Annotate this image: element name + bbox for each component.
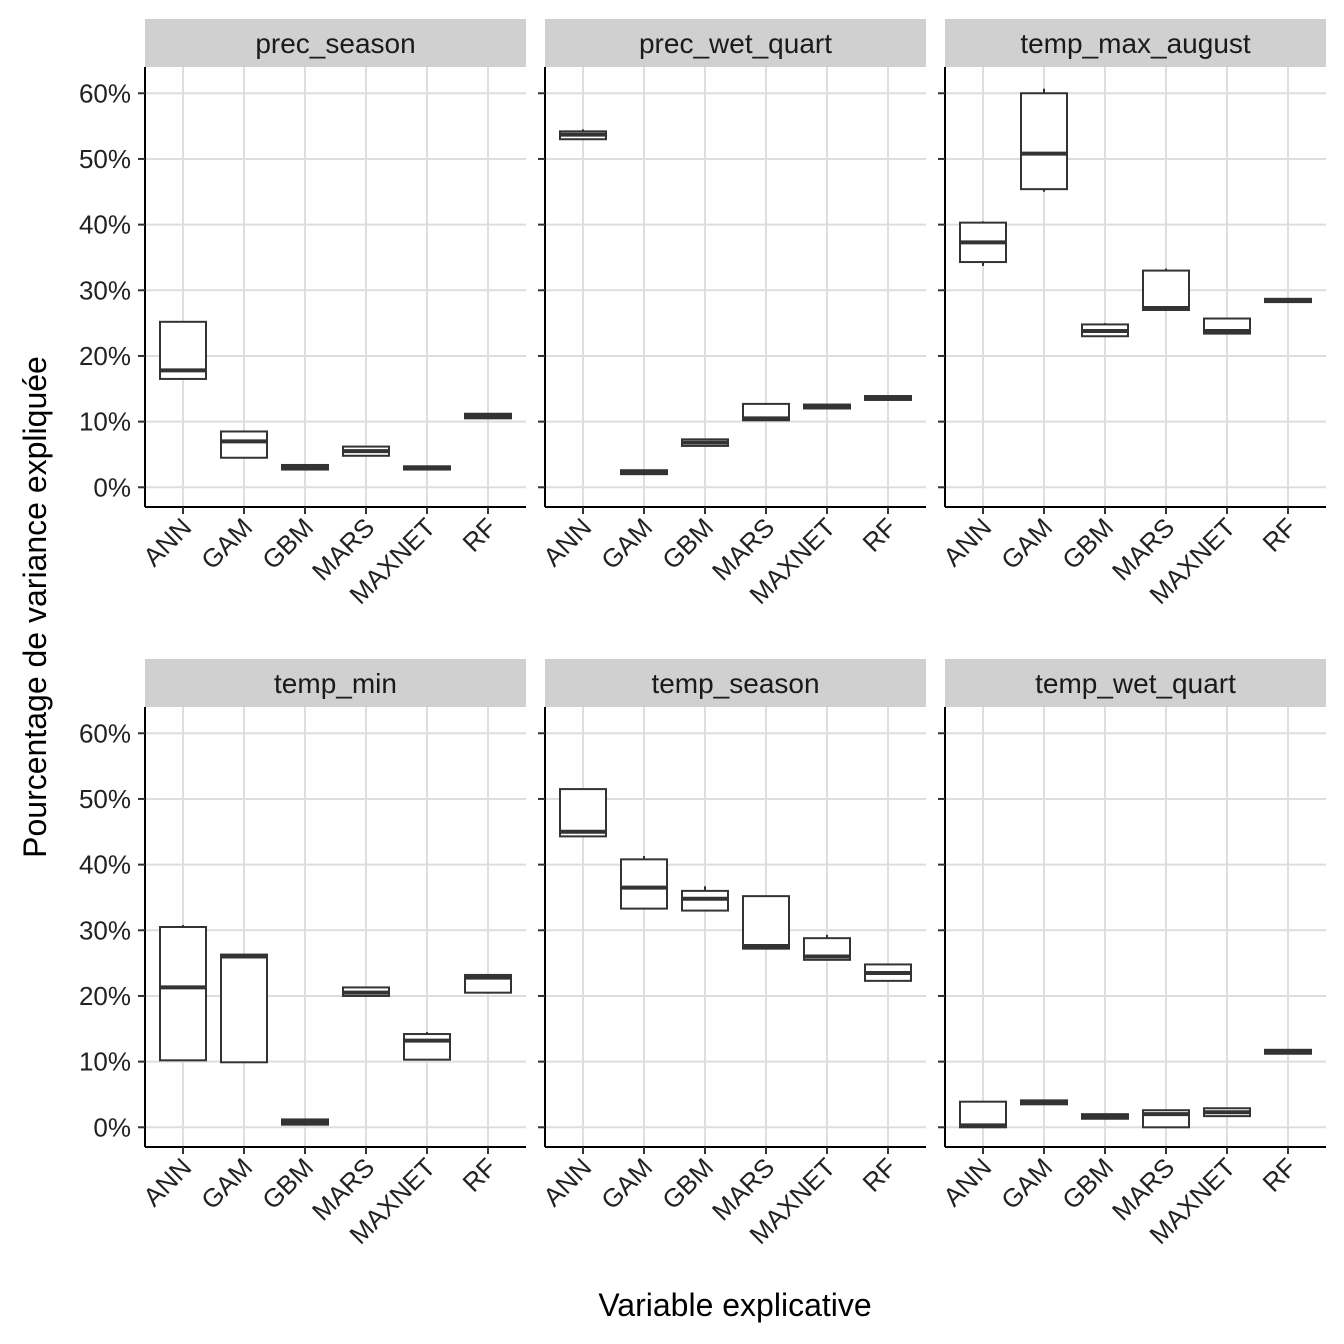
x-tick-label: GAM xyxy=(195,1152,258,1215)
box xyxy=(1142,269,1190,311)
x-tick-label: RF xyxy=(857,1152,903,1198)
facet-strip xyxy=(945,19,1326,67)
x-tick-label: GAM xyxy=(595,512,658,575)
facet-title: prec_wet_quart xyxy=(639,28,832,59)
x-tick-label: ANN xyxy=(137,1152,197,1212)
x-tick-label: RF xyxy=(1257,512,1303,558)
facet-strip xyxy=(545,19,926,67)
x-tick-label: ANN xyxy=(937,512,997,572)
box xyxy=(403,1033,451,1061)
facet-strip xyxy=(545,659,926,707)
x-tick-label: RF xyxy=(857,512,903,558)
y-tick-label: 20% xyxy=(79,981,131,1011)
x-tick-label: GAM xyxy=(995,1152,1058,1215)
facet-title: temp_wet_quart xyxy=(1035,668,1236,699)
box xyxy=(1020,92,1068,191)
x-tick-label: RF xyxy=(457,512,503,558)
x-tick-label: ANN xyxy=(137,512,197,572)
y-tick-label: 50% xyxy=(79,784,131,814)
box xyxy=(742,895,790,950)
facet-panels: prec_season0%10%20%30%40%50%60%ANNGAMGBM… xyxy=(79,19,1326,1250)
box xyxy=(220,430,268,459)
facet-panel: temp_min0%10%20%30%40%50%60%ANNGAMGBMMAR… xyxy=(79,659,526,1250)
box xyxy=(803,937,851,961)
x-tick-label: ANN xyxy=(537,1152,597,1212)
x-tick-label: GAM xyxy=(995,512,1058,575)
y-tick-label: 30% xyxy=(79,915,131,945)
facet-title: temp_max_august xyxy=(1020,28,1251,59)
y-tick-label: 0% xyxy=(93,1112,131,1142)
y-tick-label: 20% xyxy=(79,341,131,371)
facet-strip xyxy=(945,659,1326,707)
x-tick-label: GAM xyxy=(195,512,258,575)
y-tick-label: 40% xyxy=(79,850,131,880)
x-tick-label: GAM xyxy=(595,1152,658,1215)
y-tick-label: 40% xyxy=(79,210,131,240)
box xyxy=(620,858,668,910)
box xyxy=(559,788,607,838)
facet-panel: prec_season0%10%20%30%40%50%60%ANNGAMGBM… xyxy=(79,19,526,610)
y-tick-label: 60% xyxy=(79,78,131,108)
x-tick-label: ANN xyxy=(937,1152,997,1212)
facet-title: temp_season xyxy=(651,668,819,699)
facet-title: temp_min xyxy=(274,668,397,699)
y-tick-label: 50% xyxy=(79,144,131,174)
y-tick-label: 60% xyxy=(79,718,131,748)
facet-strip xyxy=(145,659,526,707)
y-tick-label: 0% xyxy=(93,472,131,502)
x-tick-label: RF xyxy=(457,1152,503,1198)
y-tick-label: 10% xyxy=(79,407,131,437)
facet-title: prec_season xyxy=(255,28,415,59)
x-tick-label: ANN xyxy=(537,512,597,572)
x-axis-title: Variable explicative xyxy=(598,1287,871,1323)
box xyxy=(220,953,268,1064)
y-axis-title: Pourcentage de variance expliquée xyxy=(17,356,53,858)
box xyxy=(159,926,207,1062)
facet-strip xyxy=(145,19,526,67)
y-tick-label: 10% xyxy=(79,1047,131,1077)
x-tick-label: RF xyxy=(1257,1152,1303,1198)
y-tick-label: 30% xyxy=(79,275,131,305)
